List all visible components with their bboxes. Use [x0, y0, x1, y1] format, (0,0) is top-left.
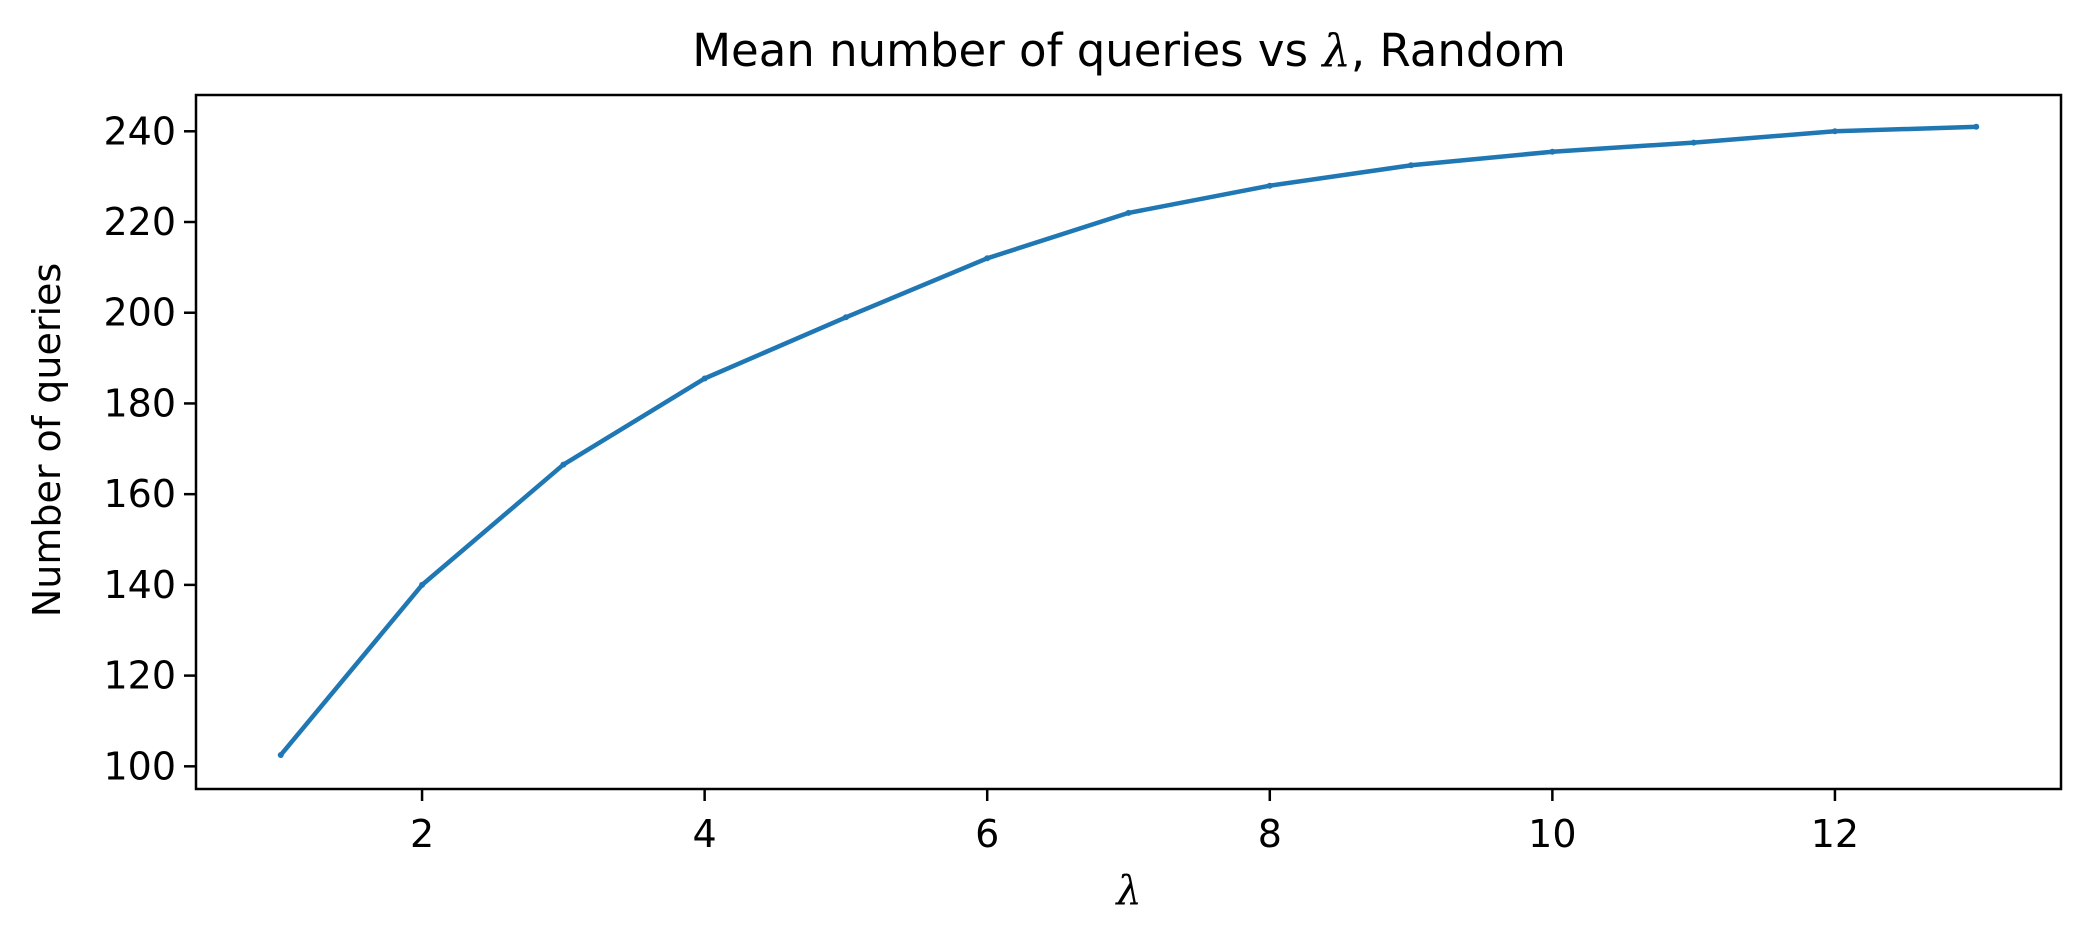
data-point	[1266, 182, 1273, 189]
y-tick-label: 200	[103, 291, 176, 335]
y-tick-label: 140	[103, 563, 176, 607]
y-tick-label: 220	[103, 200, 176, 244]
data-point	[1408, 162, 1415, 169]
axes-frame	[194, 93, 2063, 791]
data-point	[701, 375, 708, 382]
x-tick-label: 2	[410, 812, 434, 856]
plot-area	[277, 123, 1980, 759]
data-point	[1549, 148, 1556, 155]
data-point	[1690, 139, 1697, 146]
data-point	[560, 461, 567, 468]
chart-title: Mean number of queries vs λ, Random	[692, 24, 1566, 77]
chart-title-suffix: , Random	[1351, 24, 1566, 77]
y-tick-label: 240	[103, 109, 176, 153]
series-line-0	[277, 124, 1979, 759]
y-tick-label: 120	[103, 654, 176, 698]
data-point	[277, 751, 284, 758]
data-point	[1125, 209, 1132, 216]
y-tick-label: 180	[103, 381, 176, 425]
x-tick-label: 12	[1811, 812, 1859, 856]
y-tick-label: 100	[103, 744, 176, 788]
data-point	[842, 314, 849, 321]
x-tick-label: 6	[975, 812, 999, 856]
data-point	[1831, 128, 1838, 135]
x-axis-label: λ	[1114, 868, 1141, 914]
y-axis-label: Number of queries	[25, 263, 69, 617]
chart-title-main: Mean number of queries vs	[692, 24, 1322, 77]
x-tick-label: 8	[1258, 812, 1282, 856]
y-tick-label: 160	[103, 472, 176, 516]
data-point	[419, 581, 426, 588]
x-tick-label: 10	[1528, 812, 1576, 856]
chart-title-lambda: λ	[1320, 24, 1351, 77]
x-tick-label: 4	[693, 812, 717, 856]
axes: 2 4 6 8 10 12 100 120 140 160 180 200 220 240	[103, 93, 2063, 856]
data-point	[984, 255, 991, 262]
data-point	[1973, 123, 1980, 130]
